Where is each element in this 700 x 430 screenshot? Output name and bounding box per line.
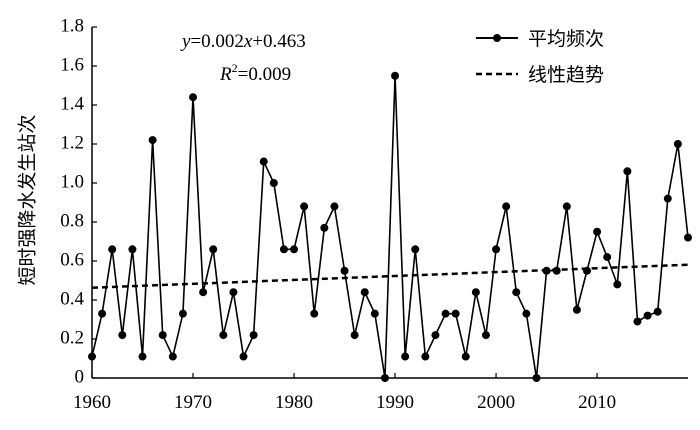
- y-axis-label: 短时强降水发生站次: [17, 114, 39, 285]
- y-tick-label: 0.2: [60, 327, 84, 348]
- legend-marker-average: [493, 34, 501, 42]
- data-point: [209, 245, 218, 254]
- data-point: [391, 71, 400, 80]
- data-point: [229, 288, 238, 297]
- data-point: [168, 352, 177, 361]
- data-point: [108, 245, 117, 254]
- data-point: [562, 202, 571, 211]
- data-point: [370, 309, 379, 318]
- y-tick-label: 1.2: [60, 132, 84, 153]
- data-point: [340, 266, 349, 275]
- regression-equation: y=0.002x+0.463: [180, 31, 306, 52]
- y-tick-label: 1.8: [60, 15, 84, 36]
- data-point: [239, 352, 248, 361]
- data-point: [148, 136, 157, 145]
- data-point: [684, 233, 692, 242]
- data-point: [441, 309, 450, 318]
- data-point: [219, 331, 228, 340]
- legend: 平均频次 线性趋势: [476, 28, 604, 86]
- x-tick-label: 1970: [174, 392, 212, 413]
- legend-label-average: 平均频次: [528, 28, 604, 50]
- data-point: [502, 202, 511, 211]
- data-point: [360, 288, 369, 297]
- data-point: [512, 288, 521, 297]
- axes: [91, 27, 688, 379]
- data-point: [643, 311, 652, 320]
- x-tick-label: 2000: [477, 392, 515, 413]
- data-point: [249, 331, 258, 340]
- data-point: [461, 352, 470, 361]
- data-point: [572, 305, 581, 314]
- data-point: [613, 280, 622, 289]
- data-point: [623, 167, 632, 176]
- data-point: [421, 352, 430, 361]
- data-point: [290, 245, 299, 254]
- y-tick-label: 0: [75, 366, 85, 387]
- data-point: [471, 288, 480, 297]
- data-point: [481, 331, 490, 340]
- y-tick-label: 0.4: [60, 288, 84, 309]
- data-point: [582, 266, 591, 275]
- y-axis-ticks: 0 0.2 0.4 0.6 0.8 1.0 1.2 1.4 1.6 1.8: [60, 15, 97, 387]
- data-point: [88, 352, 96, 361]
- data-point: [320, 223, 329, 232]
- data-point: [380, 374, 389, 382]
- data-point: [532, 374, 541, 382]
- data-point: [178, 309, 187, 318]
- data-point: [633, 317, 642, 326]
- data-point: [269, 179, 278, 187]
- legend-label-trend: 线性趋势: [528, 64, 604, 86]
- data-point: [431, 331, 440, 340]
- main-series: [88, 71, 692, 382]
- y-tick-label: 1.4: [60, 93, 84, 114]
- y-tick-label: 0.6: [60, 249, 84, 270]
- data-point: [98, 309, 107, 318]
- data-point: [189, 93, 198, 102]
- data-point: [118, 331, 127, 340]
- data-point: [138, 352, 147, 361]
- x-tick-label: 1980: [275, 392, 313, 413]
- data-point: [199, 288, 208, 297]
- data-point: [411, 245, 420, 254]
- data-point: [310, 309, 319, 318]
- y-tick-label: 1.6: [60, 54, 84, 75]
- data-point: [300, 202, 309, 211]
- data-point: [158, 331, 167, 340]
- data-point: [603, 253, 612, 262]
- data-point: [330, 202, 339, 211]
- x-tick-label: 2010: [578, 392, 616, 413]
- data-point: [279, 245, 288, 254]
- data-point: [673, 140, 682, 148]
- data-point: [492, 245, 501, 254]
- trend-series: [91, 263, 689, 289]
- data-point: [522, 309, 531, 318]
- data-point: [451, 309, 460, 318]
- data-point: [350, 331, 359, 340]
- x-axis-ticks: 1960 1970 1980 1990 2000 2010: [73, 373, 616, 413]
- data-point: [542, 266, 551, 275]
- trend-line: [91, 263, 689, 289]
- r-squared-annotation: R2=0.009: [219, 61, 291, 85]
- data-point: [128, 245, 137, 254]
- data-point: [663, 194, 672, 203]
- data-point: [593, 227, 602, 236]
- y-tick-label: 0.8: [60, 210, 84, 231]
- x-tick-label: 1960: [73, 392, 111, 413]
- data-point: [552, 266, 561, 275]
- average-frequency-line: [91, 75, 689, 379]
- data-point: [401, 352, 410, 361]
- data-point: [653, 307, 662, 316]
- y-tick-label: 1.0: [60, 171, 84, 192]
- x-tick-label: 1990: [376, 392, 414, 413]
- data-point: [259, 157, 268, 166]
